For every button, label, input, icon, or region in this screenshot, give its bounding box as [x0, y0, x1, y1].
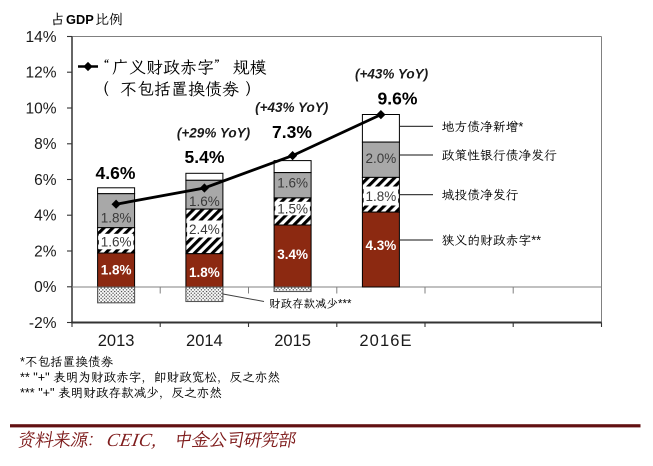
- svg-text:5.4%: 5.4%: [185, 147, 225, 167]
- svg-text:2.4%: 2.4%: [189, 222, 220, 237]
- svg-text:14%: 14%: [25, 29, 56, 46]
- svg-text:10%: 10%: [25, 100, 56, 117]
- svg-text:6%: 6%: [34, 172, 57, 189]
- svg-text:(+43% YoY): (+43% YoY): [355, 67, 429, 82]
- svg-text:2.0%: 2.0%: [366, 151, 397, 166]
- svg-text:9.6%: 9.6%: [378, 89, 418, 109]
- svg-text:*** "+": *** "+": [20, 386, 55, 400]
- svg-text:0%: 0%: [34, 279, 57, 296]
- svg-text:*: *: [518, 119, 523, 134]
- svg-text:1.5%: 1.5%: [277, 202, 308, 217]
- svg-text:2015: 2015: [274, 332, 311, 350]
- svg-text:1.6%: 1.6%: [189, 194, 220, 209]
- svg-text:7.3%: 7.3%: [272, 122, 312, 142]
- svg-text:1.8%: 1.8%: [101, 262, 132, 277]
- svg-text:1.8%: 1.8%: [101, 210, 132, 225]
- svg-text:**: **: [531, 233, 541, 248]
- svg-text:1.6%: 1.6%: [101, 235, 132, 250]
- svg-text:(+29% YoY): (+29% YoY): [177, 126, 251, 141]
- svg-text:3.4%: 3.4%: [277, 247, 308, 262]
- svg-text:2%: 2%: [34, 243, 57, 260]
- svg-text:4%: 4%: [34, 208, 57, 225]
- svg-text:1.8%: 1.8%: [189, 265, 220, 280]
- svg-text:1.8%: 1.8%: [366, 189, 397, 204]
- svg-text:2016E: 2016E: [359, 332, 412, 350]
- svg-text:*: *: [20, 355, 25, 369]
- svg-text:** "+": ** "+": [20, 371, 50, 385]
- svg-text:2014: 2014: [186, 332, 223, 350]
- svg-text:***: ***: [338, 299, 352, 311]
- svg-text:2013: 2013: [98, 332, 135, 350]
- svg-text:-2%: -2%: [29, 315, 57, 332]
- svg-text:1.6%: 1.6%: [277, 175, 308, 190]
- svg-text:4.6%: 4.6%: [96, 163, 136, 183]
- svg-text:8%: 8%: [34, 136, 57, 153]
- svg-text:12%: 12%: [25, 65, 56, 82]
- svg-text:(+43% YoY): (+43% YoY): [255, 100, 329, 115]
- svg-text:CEIC,: CEIC,: [105, 430, 159, 451]
- svg-text:GDP: GDP: [66, 12, 94, 27]
- svg-text:4.3%: 4.3%: [366, 238, 397, 253]
